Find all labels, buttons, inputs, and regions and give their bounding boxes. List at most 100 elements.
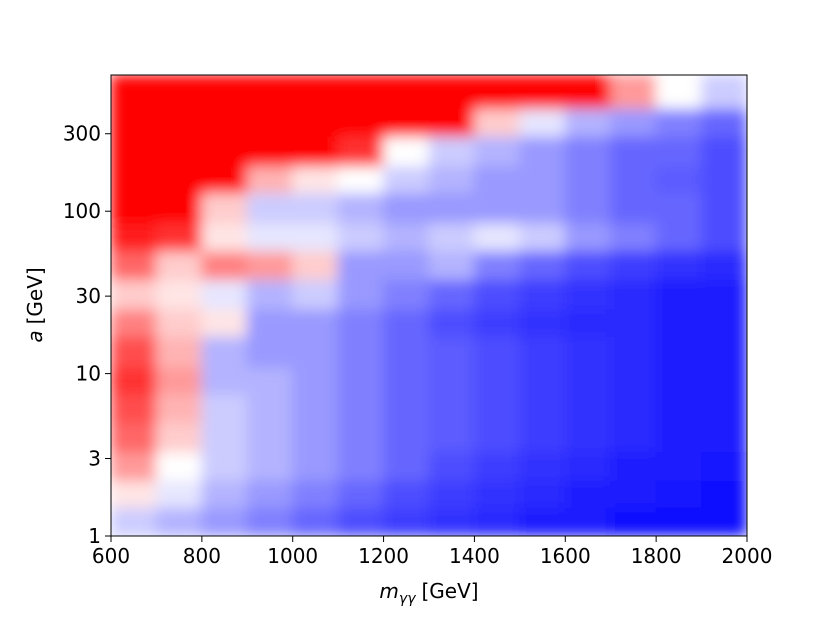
heatmap-cell xyxy=(701,421,747,453)
heatmap-cell xyxy=(428,75,475,109)
heatmap-cell xyxy=(383,421,430,453)
heatmap-cell xyxy=(428,107,475,137)
heatmap-cell xyxy=(610,165,657,194)
heatmap-cell xyxy=(337,75,385,109)
heatmap-cell xyxy=(383,107,430,137)
heatmap-cell xyxy=(701,479,747,508)
heatmap-cell xyxy=(246,165,294,194)
heatmap-cell xyxy=(246,135,294,167)
heatmap-cell xyxy=(564,165,612,194)
heatmap-cell xyxy=(655,107,703,137)
heatmap-cell xyxy=(383,479,430,508)
heatmap-cell xyxy=(337,335,385,368)
heatmap-cell xyxy=(201,308,248,337)
heatmap-cell xyxy=(519,421,566,453)
heatmap-cell xyxy=(428,250,475,280)
heatmap-cell xyxy=(564,421,612,453)
heatmap-cell xyxy=(610,278,657,310)
heatmap-cell xyxy=(655,135,703,167)
heatmap-cell xyxy=(519,165,566,194)
heatmap-cell xyxy=(473,107,521,137)
heatmap-cell xyxy=(155,135,203,167)
heatmap-cell xyxy=(610,506,657,536)
heatmap-cell xyxy=(201,135,248,167)
heatmap-cell xyxy=(246,250,294,280)
heatmap-cell xyxy=(564,393,612,423)
heatmap-cell xyxy=(519,366,566,395)
heatmap-cell xyxy=(473,335,521,368)
heatmap-cell xyxy=(246,451,294,481)
x-label-symbol: m xyxy=(379,579,398,603)
heatmap-cell xyxy=(610,250,657,280)
heatmap-cell xyxy=(564,135,612,167)
heatmap-cell xyxy=(701,366,747,395)
heatmap-cell xyxy=(155,506,203,536)
heatmap-cell xyxy=(655,192,703,224)
plot-frame xyxy=(110,74,748,537)
heatmap-cell xyxy=(111,335,157,368)
heatmap-cell xyxy=(519,278,566,310)
heatmap-cell xyxy=(337,451,385,481)
heatmap-cell xyxy=(337,366,385,395)
heatmap-cell xyxy=(564,278,612,310)
x-tick-label: 1600 xyxy=(540,544,591,568)
heatmap-cell xyxy=(428,222,475,252)
heatmap-cell xyxy=(428,165,475,194)
y-axis-label: a [GeV] xyxy=(23,267,47,342)
heatmap-cell xyxy=(564,250,612,280)
heatmap-cell xyxy=(246,107,294,137)
heatmap-cell xyxy=(473,250,521,280)
heatmap-cell xyxy=(337,192,385,224)
x-tick-label: 1000 xyxy=(267,544,318,568)
heatmap-cell xyxy=(383,506,430,536)
y-tick-label: 10 xyxy=(76,362,101,386)
heatmap-cell xyxy=(701,250,747,280)
heatmap-cell xyxy=(473,75,521,109)
x-tick-label: 1200 xyxy=(358,544,409,568)
heatmap-cell xyxy=(519,506,566,536)
heatmap-cell xyxy=(519,308,566,337)
y-tick-label: 3 xyxy=(88,447,101,471)
heatmap-cell xyxy=(701,222,747,252)
heatmap-cell xyxy=(564,75,612,109)
heatmap-cell xyxy=(564,451,612,481)
heatmap-cell xyxy=(246,506,294,536)
heatmap-cell xyxy=(519,479,566,508)
heatmap-cell xyxy=(701,451,747,481)
heatmap-cell xyxy=(655,506,703,536)
heatmap-cell xyxy=(383,75,430,109)
heatmap-cell xyxy=(337,308,385,337)
heatmap-cell xyxy=(473,308,521,337)
heatmap-cell xyxy=(111,192,157,224)
heatmap-cell xyxy=(701,192,747,224)
heatmap-cell xyxy=(428,451,475,481)
heatmap-cell xyxy=(201,222,248,252)
heatmap-cell xyxy=(201,393,248,423)
heatmap-cell xyxy=(473,192,521,224)
heatmap-cell xyxy=(655,222,703,252)
heatmap-cell xyxy=(155,278,203,310)
heatmap-cell xyxy=(473,366,521,395)
heatmap-cell xyxy=(610,366,657,395)
heatmap-cell xyxy=(155,421,203,453)
heatmap-cell xyxy=(428,421,475,453)
heatmap-cell xyxy=(473,222,521,252)
heatmap-cell xyxy=(246,222,294,252)
heatmap xyxy=(111,75,747,536)
heatmap-cell xyxy=(701,308,747,337)
heatmap-cell xyxy=(473,393,521,423)
heatmap-cell xyxy=(383,165,430,194)
heatmap-cell xyxy=(519,75,566,109)
heatmap-cell xyxy=(383,366,430,395)
heatmap-cell xyxy=(155,479,203,508)
heatmap-cell xyxy=(564,506,612,536)
heatmap-cell xyxy=(111,506,157,536)
heatmap-cell xyxy=(428,192,475,224)
heatmap-cell xyxy=(246,278,294,310)
heatmap-cell xyxy=(564,192,612,224)
heatmap-cell xyxy=(610,75,657,109)
heatmap-cell xyxy=(701,506,747,536)
heatmap-cell xyxy=(610,393,657,423)
heatmap-cell xyxy=(201,107,248,137)
